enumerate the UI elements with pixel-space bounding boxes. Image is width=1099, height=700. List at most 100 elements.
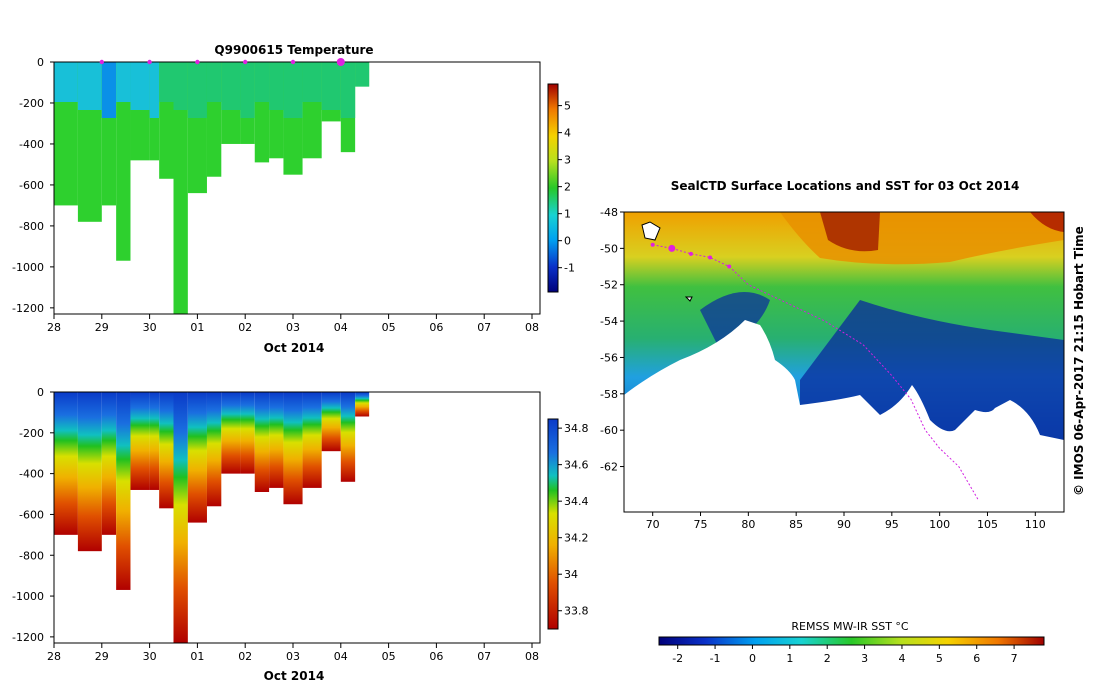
salinity-profile-column xyxy=(116,392,131,590)
map-y-axis: -48 -50 -52 -54 -56 -58 -60 -62 xyxy=(600,206,624,474)
sst-tick-label: 0 xyxy=(749,652,756,665)
salinity-profile-column xyxy=(321,392,341,452)
temperature-surface-cell xyxy=(159,62,174,102)
x-tick-label: 05 xyxy=(382,650,396,663)
x-tick-label: 07 xyxy=(477,321,491,334)
salinity-profile-column xyxy=(159,392,174,509)
colorbar-tick-label: 34.8 xyxy=(564,422,589,435)
sst-tick-label: 7 xyxy=(1011,652,1018,665)
sst-colorbar xyxy=(658,636,1045,646)
salinity-colorbar xyxy=(547,418,559,630)
y-tick-label: -400 xyxy=(19,468,44,481)
x-tick-label: 28 xyxy=(47,321,61,334)
map-x-tick-label: 80 xyxy=(741,518,755,531)
salinity-x-axis: 28 29 30 01 02 03 04 05 06 07 08 xyxy=(47,643,539,663)
sst-tick-label: 2 xyxy=(824,652,831,665)
sst-map-panel: SealCTD Surface Locations and SST for 03… xyxy=(600,179,1086,665)
colorbar-tick-label: 34.4 xyxy=(564,495,589,508)
profile-marker xyxy=(336,58,345,66)
y-tick-label: -1000 xyxy=(12,261,44,274)
salinity-profile-column xyxy=(302,392,322,488)
colorbar-tick-label: 1 xyxy=(564,208,571,221)
x-tick-label: 29 xyxy=(95,650,109,663)
seal-track xyxy=(650,242,979,500)
colorbar-tick-label: 0 xyxy=(564,235,571,248)
temperature-panel: Q9900615 Temperature 0 -200 -400 -600 -800 -1… xyxy=(12,43,575,355)
colorbar-tick-label: 4 xyxy=(564,127,571,140)
map-x-tick-label: 85 xyxy=(789,518,803,531)
copyright-label: © IMOS 06-Apr-2017 21:15 Hobart Time xyxy=(1072,226,1086,496)
temperature-heatmap xyxy=(54,62,370,314)
salinity-plot-frame xyxy=(53,391,541,644)
track-line xyxy=(652,244,979,500)
x-tick-label: 29 xyxy=(95,321,109,334)
salinity-profile-column xyxy=(283,392,303,505)
salinity-colorbar-ticks: 33.8 34 34.2 34.4 34.6 34.8 xyxy=(558,422,589,618)
y-tick-label: -200 xyxy=(19,97,44,110)
x-tick-label: 06 xyxy=(429,650,443,663)
temperature-y-axis: 0 -200 -400 -600 -800 -1000 -1200 xyxy=(12,56,54,315)
temperature-profile-column xyxy=(173,62,188,314)
profile-marker xyxy=(243,59,248,65)
temperature-surface-cell xyxy=(240,62,255,118)
colorbar-tick-label: 2 xyxy=(564,181,571,194)
salinity-profile-column xyxy=(130,392,150,490)
profile-marker xyxy=(147,59,152,65)
temperature-title: Q9900615 Temperature xyxy=(214,43,373,57)
temperature-colorbar xyxy=(547,83,559,293)
y-tick-label: -1000 xyxy=(12,590,44,603)
profile-marker xyxy=(99,59,105,65)
x-tick-label: 05 xyxy=(382,321,396,334)
map-x-axis: 70 75 80 85 90 95 100 105 110 xyxy=(646,512,1046,531)
sst-tick-label: 4 xyxy=(898,652,905,665)
salinity-profile-column xyxy=(54,392,78,535)
y-tick-label: -1200 xyxy=(12,631,44,644)
map-y-tick-label: -62 xyxy=(600,461,618,474)
profile-markers xyxy=(99,58,345,66)
land-mask xyxy=(624,320,1064,512)
temperature-surface-cell xyxy=(130,62,150,110)
temperature-surface-cell xyxy=(269,62,284,110)
map-x-tick-label: 90 xyxy=(837,518,851,531)
x-tick-label: 08 xyxy=(525,650,539,663)
map-y-tick-label: -48 xyxy=(600,206,618,219)
map-x-tick-label: 75 xyxy=(694,518,708,531)
map-x-tick-label: 95 xyxy=(885,518,899,531)
sst-tick-label: 6 xyxy=(973,652,980,665)
x-tick-label: 04 xyxy=(334,321,348,334)
map-y-tick-label: -56 xyxy=(600,351,618,364)
map-title: SealCTD Surface Locations and SST for 03… xyxy=(671,179,1020,193)
x-tick-label: 28 xyxy=(47,650,61,663)
salinity-panel: 0 -200 -400 -600 -800 -1000 -1200 28 29 30 01 02 03… xyxy=(12,386,588,683)
temperature-surface-cell xyxy=(283,62,303,118)
x-tick-label: 07 xyxy=(477,650,491,663)
x-tick-label: 30 xyxy=(143,321,157,334)
track-point xyxy=(668,244,676,252)
sst-tick-label: 3 xyxy=(861,652,868,665)
salinity-profile-column xyxy=(173,392,188,643)
track-point xyxy=(688,251,693,256)
temperature-plot-frame xyxy=(53,61,541,315)
temperature-surface-cell xyxy=(221,62,241,110)
colorbar-tick-label: 5 xyxy=(564,100,571,113)
x-tick-label: 06 xyxy=(429,321,443,334)
sst-tick-label: -2 xyxy=(672,652,683,665)
temperature-surface-cell xyxy=(54,62,78,102)
y-tick-label: -1200 xyxy=(12,302,44,315)
temperature-surface-cell xyxy=(321,62,341,110)
track-point xyxy=(708,255,713,260)
track-point xyxy=(650,242,655,247)
x-tick-label: 08 xyxy=(525,321,539,334)
x-tick-label: 02 xyxy=(238,650,252,663)
sst-tick-label: 5 xyxy=(936,652,943,665)
x-tick-label: 04 xyxy=(334,650,348,663)
temperature-surface-cell xyxy=(77,62,102,110)
map-x-tick-label: 100 xyxy=(929,518,950,531)
map-y-tick-label: -52 xyxy=(600,279,618,292)
map-y-tick-label: -60 xyxy=(600,424,618,437)
sst-colorbar-label: REMSS MW-IR SST °C xyxy=(791,620,909,633)
y-tick-label: -800 xyxy=(19,549,44,562)
colorbar-tick-label: 33.8 xyxy=(564,605,589,618)
salinity-profile-column xyxy=(355,392,370,417)
